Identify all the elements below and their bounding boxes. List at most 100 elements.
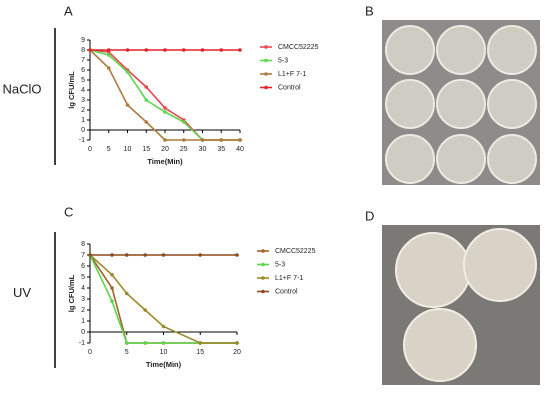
y-tick-label: -1 (79, 137, 85, 144)
y-tick-label: 0 (81, 127, 85, 134)
petri-dishes (385, 25, 537, 184)
point (163, 138, 167, 142)
point (110, 253, 114, 257)
x-tick-label: 5 (125, 349, 129, 356)
legend-marker (264, 45, 268, 49)
x-tick-label: 30 (199, 146, 207, 153)
point (125, 103, 130, 107)
series-line (89, 254, 237, 344)
y-tick-label: 6 (81, 67, 85, 74)
y-axis-label: lg CFU/mL (67, 274, 76, 312)
point (238, 138, 242, 142)
legend-label: Control (275, 288, 298, 295)
panel-label: A (64, 3, 73, 18)
x-tick-label: 0 (88, 146, 92, 153)
x-tick-label: 20 (233, 349, 241, 356)
y-tick-label: 2 (81, 107, 85, 114)
x-tick-label: 0 (88, 349, 92, 356)
y-tick-label: 7 (81, 252, 85, 259)
point (219, 48, 224, 52)
series-line (89, 49, 240, 141)
photo (382, 225, 540, 385)
y-tick-label: -1 (79, 340, 85, 347)
point (198, 341, 203, 345)
y-tick-label: 4 (81, 87, 85, 94)
point (110, 273, 114, 277)
y-tick-label: 3 (81, 97, 85, 104)
point (124, 341, 129, 345)
series-line (89, 254, 237, 344)
point (238, 48, 242, 52)
x-tick-label: 10 (160, 349, 168, 356)
legend-marker (261, 249, 265, 253)
point (163, 106, 167, 110)
point (235, 253, 239, 257)
point (144, 120, 149, 124)
point (163, 48, 167, 52)
x-tick-label: 5 (107, 146, 111, 153)
x-tick-label: 20 (161, 146, 169, 153)
point (144, 98, 149, 102)
y-tick-label: 0 (81, 329, 85, 336)
x-tick-label: 10 (124, 146, 132, 153)
photo (382, 20, 540, 185)
y-tick-label: 3 (81, 296, 85, 303)
point (144, 48, 149, 52)
y-tick-label: 7 (81, 57, 85, 64)
point (161, 324, 166, 329)
x-tick-label: 15 (196, 349, 204, 356)
legend-label: L1+F 7-1 (275, 275, 303, 282)
point (200, 48, 205, 52)
point (110, 286, 114, 290)
y-tick-label: 6 (81, 263, 85, 270)
legend-label: L1+F 7-1 (278, 71, 306, 78)
legend-label: Control (278, 84, 301, 91)
series-line (89, 49, 240, 141)
point (143, 308, 147, 312)
petri-dishes (395, 228, 537, 382)
series-line (89, 49, 240, 141)
point (200, 138, 205, 142)
panel-label: B (365, 3, 374, 18)
x-tick-label: 25 (180, 146, 188, 153)
point (88, 48, 92, 52)
x-tick-label: 15 (142, 146, 150, 153)
y-tick-label: 5 (81, 77, 85, 84)
point (161, 341, 166, 345)
point (181, 48, 186, 52)
y-tick-label: 5 (81, 274, 85, 281)
y-tick-label: 2 (81, 307, 85, 314)
legend-marker (261, 289, 265, 294)
panel-label: C (64, 204, 73, 219)
point (181, 120, 186, 124)
point (88, 253, 92, 257)
row-label: UV (13, 285, 31, 300)
x-axis-label: Time(Min) (147, 157, 183, 166)
point (110, 299, 114, 304)
point (125, 48, 130, 52)
point (163, 110, 167, 114)
y-tick-label: 4 (81, 285, 85, 292)
legend-marker (264, 72, 268, 76)
panel-label: D (365, 208, 374, 223)
legend-label: CMCC52225 (275, 248, 316, 255)
point (144, 85, 149, 89)
legend-marker (264, 58, 268, 63)
y-tick-label: 8 (81, 241, 85, 248)
point (143, 253, 147, 257)
y-tick-label: 9 (81, 37, 85, 44)
legend-label: 5-3 (275, 261, 285, 268)
y-tick-label: 8 (81, 47, 85, 54)
point (235, 341, 239, 345)
point (106, 66, 111, 70)
point (124, 291, 129, 296)
legend-label: CMCC52225 (278, 44, 319, 51)
point (219, 138, 224, 142)
point (124, 253, 129, 257)
x-tick-label: 35 (217, 146, 225, 153)
legend-label: 5-3 (278, 57, 288, 64)
legend-marker (264, 85, 268, 90)
point (125, 70, 130, 74)
point (198, 253, 203, 257)
